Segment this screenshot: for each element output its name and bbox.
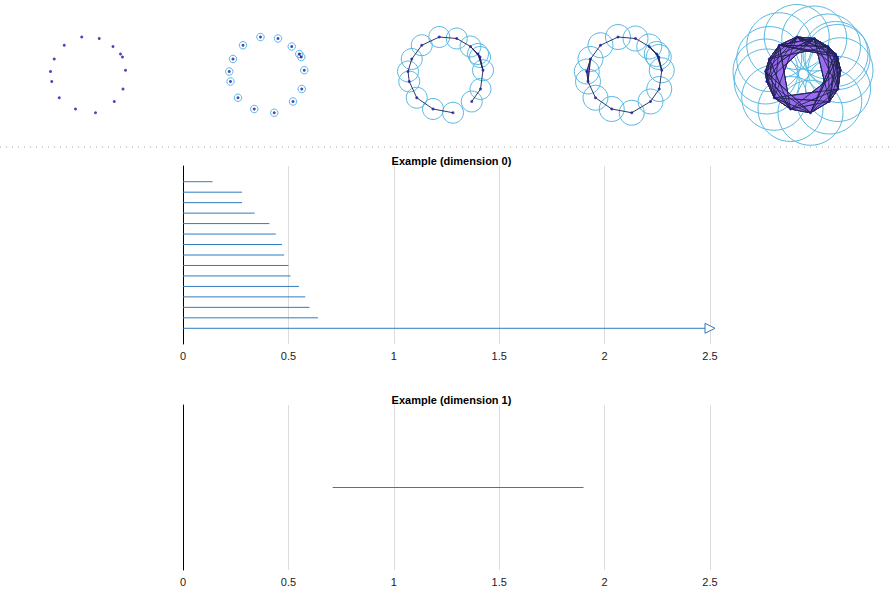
svg-text:1: 1	[391, 576, 397, 588]
svg-text:2.5: 2.5	[702, 576, 717, 588]
svg-text:2: 2	[602, 350, 608, 362]
svg-text:1.5: 1.5	[492, 576, 507, 588]
svg-text:1: 1	[391, 350, 397, 362]
svg-text:2.5: 2.5	[702, 350, 717, 362]
svg-text:1.5: 1.5	[492, 350, 507, 362]
svg-text:2: 2	[602, 576, 608, 588]
svg-text:0.5: 0.5	[281, 350, 296, 362]
svg-text:Example (dimension 0): Example (dimension 0)	[392, 155, 512, 167]
svg-text:0: 0	[180, 350, 186, 362]
svg-text:0.5: 0.5	[281, 576, 296, 588]
svg-text:Example (dimension 1): Example (dimension 1)	[392, 394, 512, 406]
svg-text:0: 0	[180, 576, 186, 588]
